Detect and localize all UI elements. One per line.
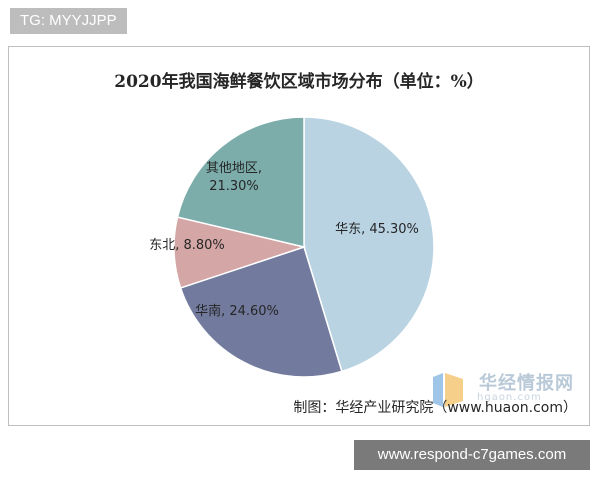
chart-title: 2020年我国海鲜餐饮区域市场分布（单位：%） [114, 72, 484, 92]
source-note: 制图：华经产业研究院（www.huaon.com） [293, 400, 577, 416]
slice-label-3: 东北, 8.80% [149, 238, 225, 253]
pie-slice-4 [176, 116, 305, 248]
watermark-logo-icon [433, 373, 463, 407]
site-footer-link[interactable]: www.respond-c7games.com [354, 440, 590, 470]
pie-chart: 华东, 45.30% 华南, 24.60% 东北, 8.80% 其他地区, 21.30% [149, 116, 435, 378]
slice-label-1: 华东, 45.30% [335, 222, 419, 237]
pie-slice-1 [303, 116, 435, 373]
chart-card: 2020年我国海鲜餐饮区域市场分布（单位：%） 华东, 45.30% 华南, 24… [8, 46, 590, 426]
slice-label-4: 其他地区, 21.30% [206, 161, 262, 194]
pie-slice-2 [179, 246, 343, 378]
watermark-name: 华经情报网 [479, 373, 574, 394]
watermark-domain: hgaon.com [477, 392, 542, 403]
tag-label: TG: MYYJJPP [10, 8, 127, 34]
slice-label-2: 华南, 24.60% [195, 303, 279, 319]
